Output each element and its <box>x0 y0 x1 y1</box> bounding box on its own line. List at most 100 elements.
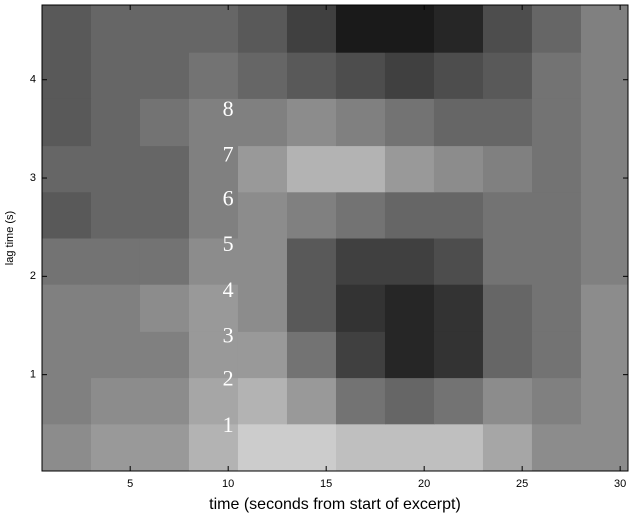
heat-cell <box>384 191 435 239</box>
annotation: 5 <box>223 231 234 256</box>
y-tick-label: 2 <box>30 270 36 282</box>
heat-cell <box>482 145 533 193</box>
heat-cell <box>42 52 92 99</box>
heat-cell <box>90 52 141 99</box>
heat-cell <box>188 238 239 285</box>
heat-cell <box>139 145 190 193</box>
heat-cell <box>286 5 337 53</box>
heat-cell <box>237 191 288 239</box>
heat-cell <box>580 145 629 193</box>
heat-cell <box>580 5 629 53</box>
heat-cell <box>188 145 239 193</box>
heat-cell <box>384 284 435 332</box>
heat-cell <box>335 423 386 472</box>
heat-cell <box>335 331 386 379</box>
heat-cell <box>384 5 435 53</box>
heat-cell <box>139 331 190 379</box>
heat-cell <box>42 377 92 425</box>
heat-cell <box>188 98 239 147</box>
heat-cell <box>482 5 533 53</box>
heat-cell <box>531 238 582 285</box>
heat-cell <box>188 331 239 379</box>
heat-cell <box>139 52 190 99</box>
heat-cell <box>531 284 582 332</box>
heat-cell <box>237 98 288 147</box>
heat-cell <box>433 98 484 147</box>
heat-cell <box>531 377 582 425</box>
heat-cell <box>433 145 484 193</box>
heat-cell <box>90 98 141 147</box>
heat-cell <box>42 284 92 332</box>
heat-cell <box>42 5 92 53</box>
heat-cell <box>580 191 629 239</box>
heat-cell <box>335 191 386 239</box>
heat-cell <box>531 5 582 53</box>
heat-cell <box>482 238 533 285</box>
heat-cell <box>580 238 629 285</box>
heat-cell <box>482 331 533 379</box>
heat-cell <box>482 52 533 99</box>
heat-cell <box>433 238 484 285</box>
annotation: 3 <box>223 322 234 347</box>
heat-cell <box>237 145 288 193</box>
heat-cell <box>188 377 239 425</box>
heat-cell <box>384 145 435 193</box>
heat-cell <box>335 238 386 285</box>
heat-cell <box>531 52 582 99</box>
heat-cell <box>139 98 190 147</box>
heat-cell <box>139 5 190 53</box>
x-tick-label: 20 <box>418 478 430 490</box>
heat-cell <box>90 284 141 332</box>
heat-cell <box>335 377 386 425</box>
annotation: 6 <box>223 186 234 211</box>
x-tick-label: 25 <box>516 478 528 490</box>
x-tick-label: 10 <box>222 478 234 490</box>
annotation: 2 <box>223 366 234 391</box>
heat-cell <box>531 98 582 147</box>
heat-cell <box>433 5 484 53</box>
heat-cell <box>188 5 239 53</box>
heat-cell <box>384 423 435 472</box>
heat-cell <box>384 377 435 425</box>
heat-cell <box>90 145 141 193</box>
heat-cell <box>384 331 435 379</box>
x-tick-label: 5 <box>127 478 133 490</box>
heat-cell <box>433 52 484 99</box>
heat-cell <box>433 331 484 379</box>
heat-cell <box>482 284 533 332</box>
heat-cell <box>286 423 337 472</box>
heat-cell <box>580 377 629 425</box>
heat-cell <box>433 284 484 332</box>
heat-cell <box>433 377 484 425</box>
heat-cell <box>139 377 190 425</box>
heat-cell <box>188 423 239 472</box>
heat-cell <box>90 423 141 472</box>
heat-cell <box>42 191 92 239</box>
y-axis-label: lag time (s) <box>4 211 16 265</box>
heat-cell <box>482 191 533 239</box>
heat-cell <box>482 377 533 425</box>
heat-cell <box>42 98 92 147</box>
heat-cell <box>580 98 629 147</box>
heat-cell <box>286 191 337 239</box>
y-tick-label: 3 <box>30 172 36 184</box>
heat-cell <box>384 98 435 147</box>
heat-cell <box>90 377 141 425</box>
heat-cell <box>139 191 190 239</box>
heat-cell <box>531 423 582 472</box>
heat-cell <box>384 238 435 285</box>
heat-cell <box>188 52 239 99</box>
heat-cell <box>580 423 629 472</box>
heat-cell <box>90 331 141 379</box>
heat-cell <box>139 238 190 285</box>
heat-cell <box>139 284 190 332</box>
annotation: 4 <box>223 277 234 302</box>
heat-cell <box>286 331 337 379</box>
heat-cell <box>90 238 141 285</box>
heat-cell <box>42 423 92 472</box>
heat-cell <box>286 238 337 285</box>
annotation: 8 <box>223 96 234 121</box>
heat-cell <box>237 423 288 472</box>
heat-cell <box>188 284 239 332</box>
